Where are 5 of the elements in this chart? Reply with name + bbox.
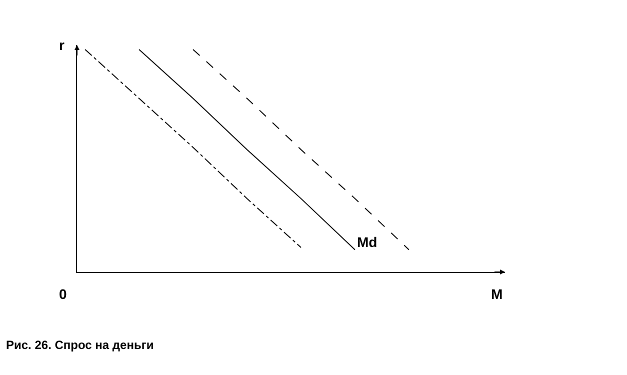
text: Рис. 26. Спрос на деньги xyxy=(6,338,154,352)
series-label: Md xyxy=(357,234,378,250)
x-axis-title: M xyxy=(491,286,503,302)
text: 0 xyxy=(59,286,67,302)
y-axis-title: r xyxy=(59,37,65,53)
